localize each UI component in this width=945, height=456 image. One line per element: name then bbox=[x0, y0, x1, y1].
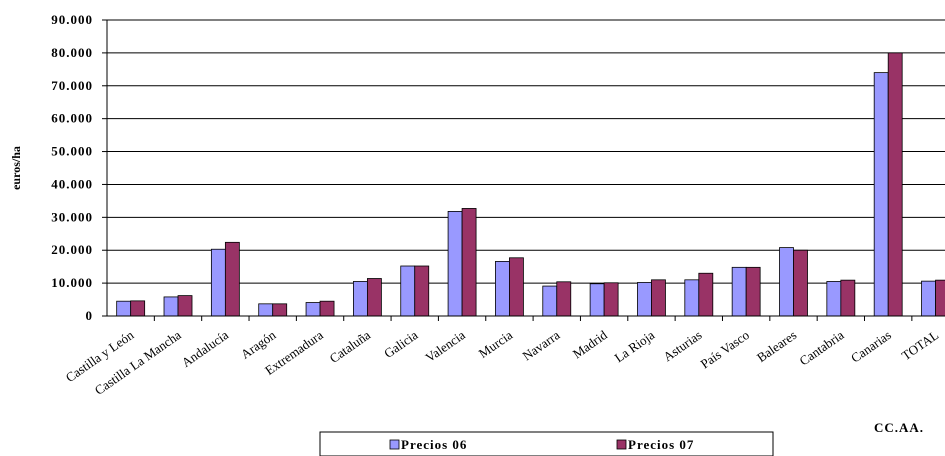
category-label-valencia: Valencia bbox=[423, 327, 468, 365]
category-label-canarias: Canarias bbox=[848, 327, 894, 365]
category-label-la-rioja: La Rioja bbox=[612, 327, 658, 365]
y-tick-labels: 0 10.000 20.000 30.000 40.000 50.000 60.000 70.… bbox=[51, 12, 94, 323]
bar-precios-07-total bbox=[935, 279, 945, 317]
bar-precios-06-valencia bbox=[447, 211, 463, 317]
category-label-castilla-la-mancha: Castilla La Mancha bbox=[92, 327, 184, 398]
category-label-murcia: Murcia bbox=[476, 327, 516, 361]
bar-precios-06-murcia bbox=[495, 261, 510, 317]
bar-precios-06-andalucia bbox=[210, 248, 226, 317]
y-tick-label: 20.000 bbox=[51, 242, 93, 257]
bar-precios-06-cataluna bbox=[352, 281, 368, 317]
y-axis-title: euros/ha bbox=[9, 146, 23, 190]
bar-precios-06-asturias bbox=[684, 279, 700, 317]
bar-precios-07-asturias bbox=[698, 272, 714, 317]
category-label-baleares: Baleares bbox=[754, 327, 799, 365]
bar-precios-07-navarra bbox=[556, 281, 572, 317]
y-tick-label: 90.000 bbox=[51, 12, 93, 27]
category-label-andalucia: Andalucía bbox=[179, 327, 232, 370]
legend-box bbox=[319, 431, 774, 456]
bar-precios-06-aragon bbox=[258, 303, 274, 317]
bar-precios-07-aragon bbox=[272, 303, 288, 317]
category-label-madrid: Madrid bbox=[570, 327, 610, 362]
y-tick-label: 70.000 bbox=[51, 78, 93, 93]
bar-precios-07-madrid bbox=[603, 282, 619, 317]
bar-precios-06-navarra bbox=[542, 285, 558, 317]
bar-precios-07-cantabria bbox=[840, 279, 856, 317]
y-tick-label: 30.000 bbox=[51, 209, 93, 224]
bar-precios-07-canarias bbox=[887, 52, 903, 317]
bar-precios-06-total bbox=[921, 280, 936, 317]
category-label-aragon: Aragón bbox=[238, 327, 279, 362]
y-tick-label: 40.000 bbox=[51, 176, 93, 191]
category-label-cantabria: Cantabria bbox=[797, 327, 847, 368]
bar-precios-06-pais-vasco bbox=[731, 266, 747, 317]
bar-precios-07-baleares bbox=[793, 249, 808, 317]
y-tick-label: 80.000 bbox=[51, 45, 93, 60]
bar-precios-07-extremadura bbox=[319, 300, 335, 317]
y-tick-label: 0 bbox=[86, 308, 94, 323]
bar-precios-06-canarias bbox=[873, 72, 889, 317]
legend: Precios 06 Precios 07 bbox=[319, 431, 774, 456]
bar-precios-06-galicia bbox=[400, 265, 416, 317]
legend-swatch-precios-06 bbox=[389, 439, 400, 450]
bar-precios-06-castilla-y-leon bbox=[116, 300, 132, 317]
bar-precios-07-andalucia bbox=[224, 241, 240, 317]
bar-precios-07-murcia bbox=[509, 257, 524, 317]
bar-precios-07-cataluna bbox=[366, 278, 382, 317]
x-tick-marks bbox=[153, 316, 913, 321]
bar-precios-07-pais-vasco bbox=[745, 266, 761, 317]
bar-precios-07-galicia bbox=[414, 265, 430, 317]
legend-label-precios-06: Precios 06 bbox=[401, 437, 467, 452]
bar-precios-07-castilla-y-leon bbox=[130, 300, 146, 317]
legend-swatch-precios-07 bbox=[616, 439, 627, 450]
bars bbox=[116, 52, 945, 317]
category-label-galicia: Galicia bbox=[381, 327, 421, 361]
bar-precios-07-la-rioja bbox=[651, 279, 666, 317]
bar-precios-07-castilla-la-mancha bbox=[177, 295, 193, 317]
bar-precios-06-madrid bbox=[589, 283, 605, 317]
y-tick-label: 10.000 bbox=[51, 275, 93, 290]
bar-precios-06-extremadura bbox=[305, 302, 321, 317]
category-label-total: TOTAL bbox=[899, 327, 942, 363]
category-label-cataluna: Cataluña bbox=[327, 327, 374, 366]
bar-precios-07-valencia bbox=[461, 208, 477, 317]
bar-precios-06-castilla-la-mancha bbox=[163, 296, 179, 317]
gridlines bbox=[102, 19, 945, 317]
legend-label-precios-07: Precios 07 bbox=[628, 437, 694, 452]
bar-precios-06-cantabria bbox=[826, 281, 842, 317]
category-label-pais-vasco: País Vasco bbox=[698, 327, 752, 371]
x-axis-title: CC.AA. bbox=[874, 420, 924, 435]
bar-precios-06-la-rioja bbox=[637, 282, 652, 317]
y-tick-label: 60.000 bbox=[51, 111, 93, 126]
category-label-navarra: Navarra bbox=[520, 327, 563, 363]
y-tick-label: 50.000 bbox=[51, 144, 93, 159]
bar-precios-06-baleares bbox=[779, 247, 794, 317]
